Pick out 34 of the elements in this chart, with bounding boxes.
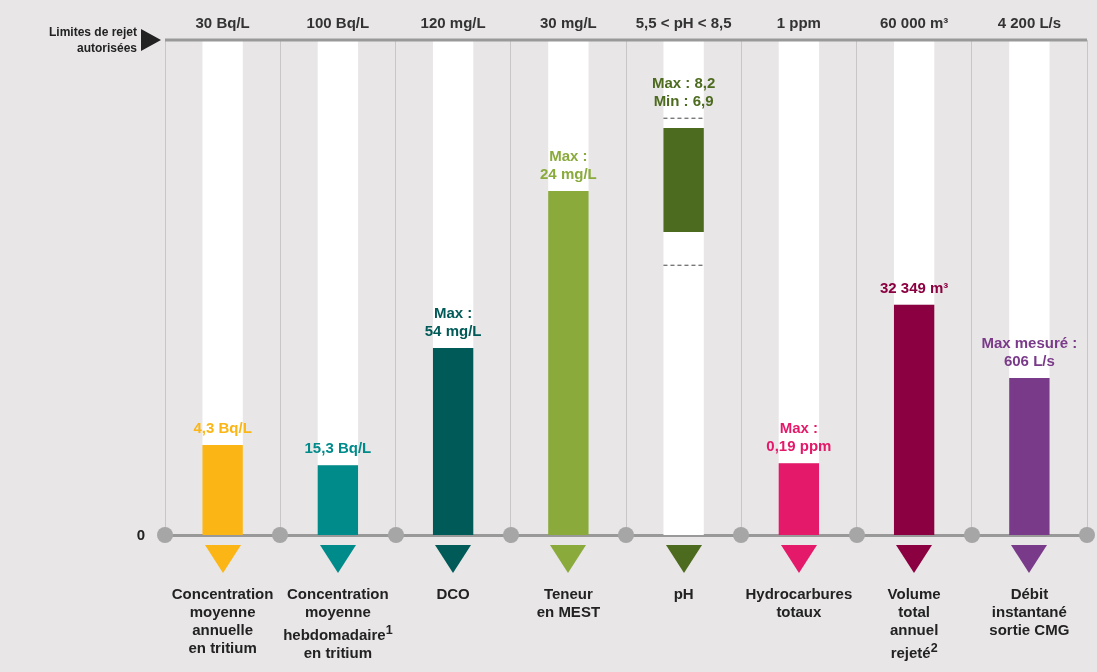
x-tick-label: DCO bbox=[435, 585, 471, 603]
annotation: 32 349 m³ bbox=[879, 278, 949, 296]
text: 0 bbox=[135, 526, 145, 543]
bar bbox=[317, 465, 359, 535]
annotation: 30 Bq/L bbox=[195, 14, 250, 31]
x-tick-label: Teneur en MEST bbox=[535, 585, 602, 621]
bar bbox=[778, 463, 820, 535]
annotation: Max mesuré : 606 L/s bbox=[981, 334, 1078, 370]
x-tick-label: Débit instantané sortie CMG bbox=[988, 585, 1071, 639]
annotation: 5,5 < pH < 8,5 bbox=[635, 14, 732, 31]
ref-line-label: Limites de rejet autorisées bbox=[47, 24, 137, 56]
bar bbox=[893, 304, 935, 535]
x-tick-label: Hydrocarbures totaux bbox=[744, 585, 854, 621]
annotation: Max : 24 mg/L bbox=[540, 146, 597, 182]
x-tick-label: Concentration moyenne annuelle en tritium bbox=[170, 585, 275, 657]
annotation: 100 Bq/L bbox=[306, 14, 370, 31]
category-label: Concentration moyenne hebdomadaire$^{1}$ en tritium bbox=[283, 585, 393, 661]
bar bbox=[202, 444, 243, 535]
annotation: 60 000 m³ bbox=[879, 14, 949, 31]
annotation: Max : 54 mg/L bbox=[424, 303, 482, 339]
annotation: 120 mg/L bbox=[420, 14, 486, 31]
bar bbox=[663, 128, 704, 233]
annotation: 4 200 L/s bbox=[997, 14, 1062, 31]
bar bbox=[432, 347, 474, 535]
bar bbox=[1009, 378, 1050, 535]
annotation: 1 ppm bbox=[776, 14, 821, 31]
annotation: 30 mg/L bbox=[540, 14, 597, 31]
x-tick-label: pH bbox=[672, 585, 695, 603]
annotation: 4,3 Bq/L bbox=[193, 418, 252, 436]
annotation: Max : 0,19 ppm bbox=[766, 419, 832, 455]
x-tick-label: Volume total annuel rejeté$^{2}$ bbox=[886, 585, 942, 662]
annotation: 15,3 Bq/L bbox=[304, 439, 372, 457]
bar bbox=[548, 190, 589, 535]
annotation: Max : 8,2 Min : 6,9 bbox=[651, 74, 716, 110]
